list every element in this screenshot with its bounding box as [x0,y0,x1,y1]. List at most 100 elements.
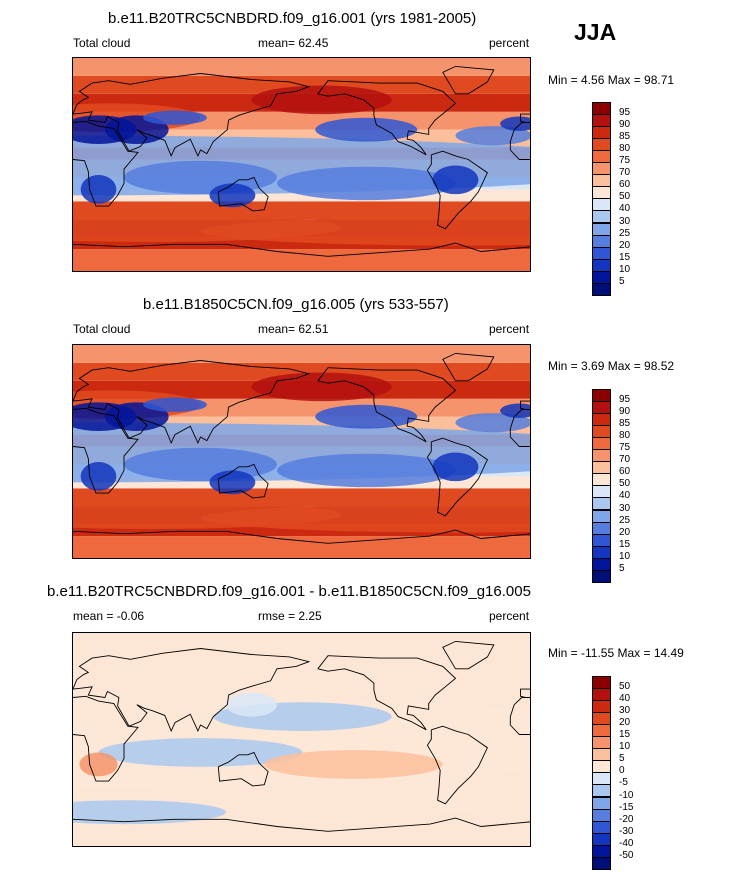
colorbar-tick-label: 90 [619,119,631,131]
field-blob [73,800,226,825]
coastline [509,697,530,735]
field-blob [79,752,118,777]
colorbar-tick-label: 5 [619,753,625,765]
field-blob [226,692,277,717]
field-blob [500,116,530,131]
field-band [73,536,530,558]
colorbar-tick-label: 5 [619,275,625,287]
colorbar-tick-label: 30 [619,705,631,717]
field-band [73,58,530,76]
colorbar-tick-label: 25 [619,514,631,526]
panel-3-units-label: percent [489,609,530,623]
coastline [520,113,530,123]
coastline [73,817,530,832]
colorbar-tick-label: 40 [619,693,631,705]
coastline [73,695,139,782]
field-blob [315,404,418,429]
field-band [73,189,530,202]
panel-1-mean-label: mean= 62.45 [258,36,329,50]
coastline [73,360,311,445]
colorbar-cell [592,856,611,870]
colorbar-tick-label: 75 [619,442,631,454]
colorbar-tick-label: 20 [619,239,631,251]
colorbar-tick-label: 50 [619,478,631,490]
coastline [509,122,530,160]
panel-2-map [72,344,531,559]
coastline [217,463,269,499]
coastline [73,407,139,494]
coastline [73,120,139,207]
colorbar-tick-label: 30 [619,502,631,514]
panel-3-colorbar [592,676,611,870]
colorbar-tick-label: 75 [619,155,631,167]
field-blob [143,110,207,125]
colorbar-tick-label: -30 [619,825,634,837]
field-blob [80,462,117,491]
field-blob [73,500,341,529]
panel-3-minmax: Min = -11.55 Max = 14.49 [548,646,684,660]
field-blob [432,452,479,482]
colorbar-tick-label: 50 [619,191,631,203]
map-field [73,58,530,271]
panel-1-map [72,57,531,272]
field-blob [315,117,418,142]
coastline [426,725,488,805]
field-blob [209,183,256,208]
field-blob [143,397,207,412]
field-blob [277,166,456,201]
colorbar-tick-label: 15 [619,729,631,741]
coastline [73,73,311,158]
panel-1-title: b.e11.B20TRC5CNBDRD.f09_g16.001 (yrs 198… [108,10,477,27]
panel-1-units-label: percent [489,36,530,50]
map-field [73,633,530,846]
colorbar-tick-label: 30 [619,215,631,227]
field-band [73,345,530,363]
coastline [520,400,530,410]
colorbar-tick-label: -40 [619,837,634,849]
field-blob [73,213,341,242]
colorbar-tick-label: 50 [619,681,631,693]
colorbar-tick-label: 90 [619,406,631,418]
field-blob [98,738,303,767]
colorbar-tick-label: -10 [619,789,634,801]
field-blob [455,126,530,146]
colorbar-tick-label: 10 [619,263,631,275]
season-label: JJA [574,19,617,45]
colorbar-tick-label: -50 [619,849,634,861]
colorbar-tick-label: -15 [619,801,634,813]
colorbar-tick-label: -20 [619,813,634,825]
colorbar-tick-label: 70 [619,167,631,179]
colorbar-tick-label: 80 [619,430,631,442]
panel-1-colorbar [592,102,611,296]
field-blob [379,788,530,813]
coastline [426,150,488,230]
colorbar-cell [592,282,611,296]
field-blob [432,165,479,195]
colorbar-tick-label: 15 [619,538,631,550]
colorbar-tick-label: 80 [619,143,631,155]
field-blob [500,403,530,418]
coastline [317,367,457,443]
coastline [442,352,495,382]
panel-1-variable-label: Total cloud [73,36,131,50]
colorbar-tick-label: 85 [619,418,631,430]
colorbar-tick-label: 40 [619,490,631,502]
field-blob [455,413,530,433]
field-band [73,237,530,250]
colorbar-cell [592,569,611,583]
field-blob [264,750,443,779]
coastline [317,80,457,156]
field-blob [251,372,392,402]
coastline [73,648,311,733]
panel-2-colorbar [592,389,611,583]
colorbar-tick-label: 20 [619,526,631,538]
panel-2-variable-label: Total cloud [73,322,131,336]
coastline [520,688,530,698]
coastline [73,242,530,257]
colorbar-tick-label: 60 [619,179,631,191]
panel-2-title: b.e11.B1850C5CN.f09_g16.005 (yrs 533-557… [143,296,449,313]
colorbar-tick-label: 0 [619,765,625,777]
coastline [217,751,269,787]
colorbar-tick-label: 70 [619,454,631,466]
colorbar-tick-label: 60 [619,466,631,478]
